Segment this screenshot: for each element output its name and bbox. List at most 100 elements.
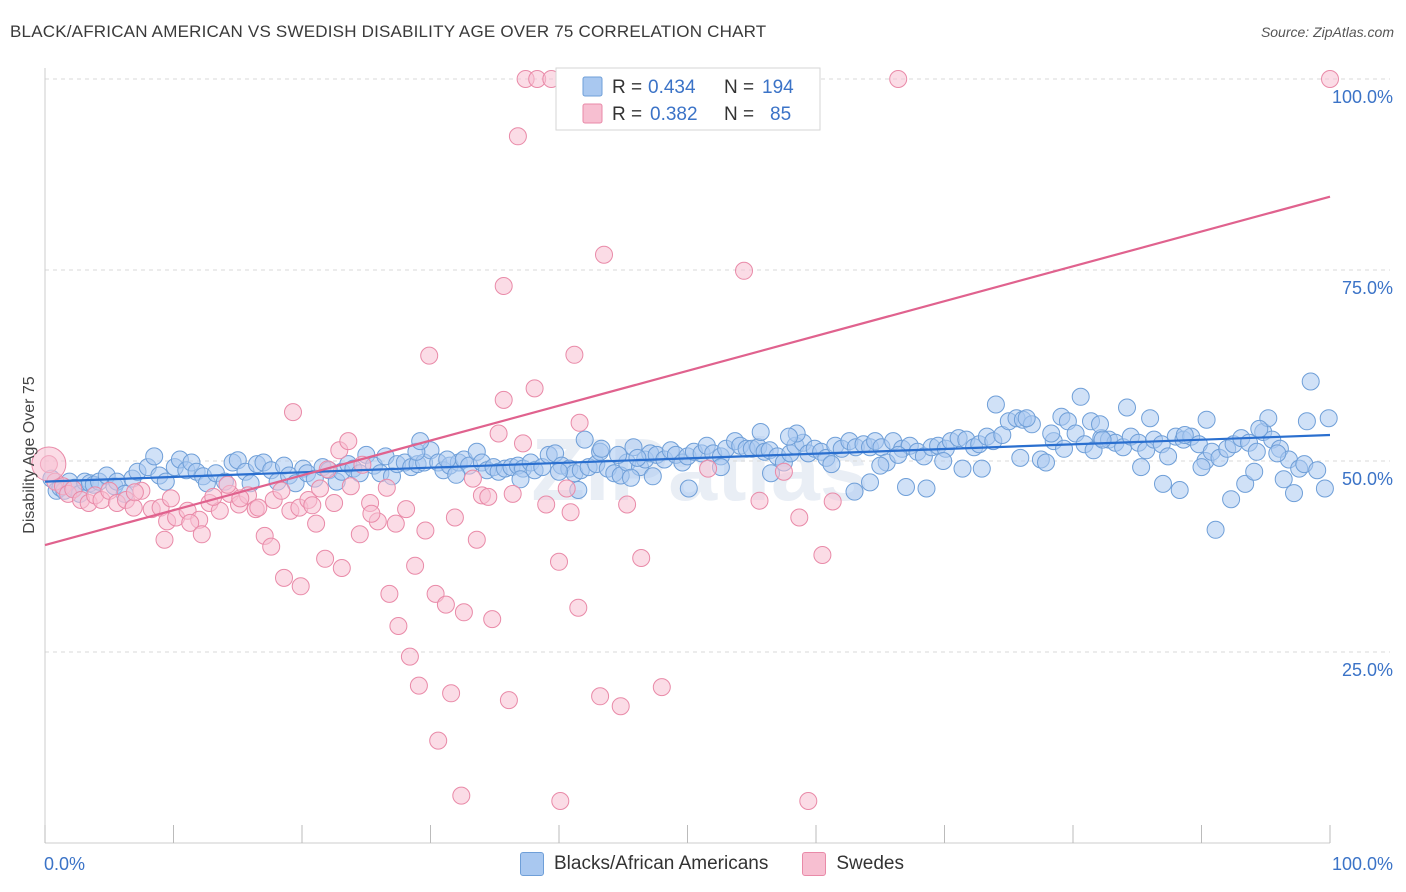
data-point (845, 482, 864, 501)
data-point (871, 456, 890, 475)
data-point (1154, 474, 1172, 493)
data-point (1274, 470, 1293, 489)
data-point (889, 445, 908, 464)
legend-item-swedes[interactable]: Swedes (802, 852, 904, 876)
data-point (272, 481, 291, 500)
data-point (1236, 474, 1255, 493)
legend-n-label: N = (724, 104, 754, 125)
data-point (429, 731, 448, 750)
data-point (751, 423, 770, 441)
data-point (897, 478, 915, 496)
data-point (1247, 442, 1266, 461)
legend-r-value: 0.434 (648, 77, 696, 98)
data-point (389, 617, 408, 635)
data-point (284, 403, 302, 422)
data-point (380, 584, 399, 603)
data-point (386, 514, 405, 533)
legend-label-swedes: Swedes (836, 853, 904, 874)
data-point (400, 647, 419, 666)
data-point (489, 424, 508, 443)
data-point (813, 546, 832, 564)
legend-swatch-pink (802, 852, 827, 876)
data-point (1297, 412, 1316, 431)
data-point (192, 525, 211, 544)
data-point (420, 346, 439, 365)
data-point (953, 459, 972, 478)
data-point (291, 577, 310, 596)
x-tick-max: 100.0% (1332, 854, 1393, 874)
y-tick-label: 100.0% (1332, 87, 1393, 107)
trend-lines (44, 195, 1331, 547)
data-point (479, 487, 498, 506)
series-swedes-points (31, 70, 1339, 810)
data-point (397, 500, 416, 519)
data-point (494, 390, 513, 409)
data-point (454, 603, 473, 622)
data-point (1319, 409, 1338, 428)
data-point (1055, 439, 1073, 458)
data-point (1042, 424, 1061, 443)
data-point (332, 559, 351, 577)
data-point (1197, 410, 1216, 429)
data-point (1222, 490, 1241, 509)
data-point (1093, 430, 1112, 449)
data-point (494, 277, 513, 295)
data-point (780, 427, 798, 446)
legend-blue-swatch (582, 76, 603, 97)
legend-r-value: 0.382 (650, 104, 698, 125)
data-point (125, 483, 144, 502)
data-point (442, 684, 461, 703)
data-point (1091, 415, 1109, 434)
legend-pink-swatch (582, 103, 603, 124)
x-tick-min: 0.0% (44, 854, 85, 874)
data-point (124, 498, 143, 517)
legend-item-blacks[interactable]: Blacks/African Americans (520, 852, 768, 876)
data-point (750, 491, 769, 510)
data-point (341, 477, 360, 496)
data-point (447, 465, 466, 484)
data-point (790, 508, 809, 527)
data-point (1308, 461, 1327, 480)
y-tick-label: 75.0% (1342, 278, 1393, 298)
data-point (156, 472, 175, 491)
data-point (609, 445, 628, 464)
data-point (1321, 70, 1339, 88)
data-point (155, 530, 174, 549)
data-point (1315, 479, 1334, 498)
data-point (799, 792, 818, 810)
data-point (1017, 409, 1036, 428)
data-point (551, 792, 570, 810)
source-credit: Source: ZipAtlas.com (1260, 24, 1394, 40)
legend-bottom: Blacks/African Americans Swedes (520, 852, 928, 876)
legend-n-label: N = (724, 77, 754, 98)
data-point (643, 467, 662, 486)
data-point (550, 462, 568, 481)
data-point (409, 676, 428, 695)
legend-swatch-blue (520, 852, 544, 876)
data-point (986, 395, 1005, 414)
data-point (181, 513, 200, 532)
series-blacks-points (42, 372, 1338, 539)
data-point (316, 549, 335, 568)
data-point (303, 496, 322, 515)
data-point (1159, 447, 1178, 466)
data-point (652, 678, 671, 697)
data-point (889, 70, 908, 88)
data-point (569, 598, 588, 617)
data-point (1071, 387, 1090, 406)
data-point (1301, 372, 1320, 391)
data-point (565, 345, 584, 364)
data-point (632, 549, 651, 567)
data-point (307, 514, 326, 533)
legend-r-label: R = (612, 104, 642, 125)
data-point (350, 525, 369, 544)
data-point (508, 127, 527, 146)
data-point (823, 492, 842, 511)
legend-label-blacks: Blacks/African Americans (554, 853, 769, 874)
legend-n-value: 194 (762, 77, 794, 98)
data-point (628, 448, 647, 467)
legend-n-value: 85 (770, 104, 791, 125)
data-point (262, 537, 281, 556)
data-point (503, 484, 522, 503)
